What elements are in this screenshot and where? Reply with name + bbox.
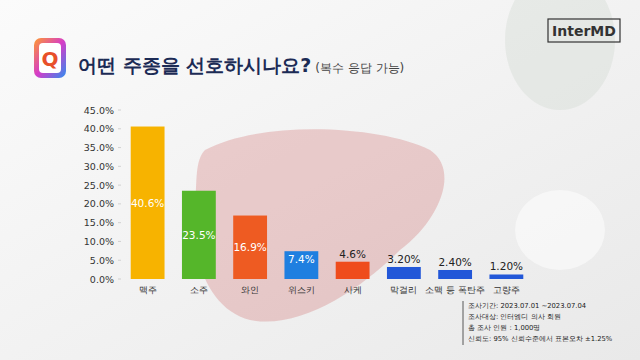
y-tick-label: 30.0%: [84, 161, 114, 172]
x-tick-label: 사케: [344, 285, 362, 295]
title: 어떤 주종을 선호하시나요?: [78, 54, 311, 76]
y-tick-label: 5.0%: [90, 255, 114, 266]
logo-frame: [548, 19, 620, 42]
y-tick: [118, 203, 121, 204]
labels: 40.6% 맥주 23.5% 소주 16.9% 와인 7.4% 위스키 4.6% 사케 3.20% 막…: [131, 197, 523, 295]
q-icon-label: Q: [41, 47, 58, 71]
title-line: 어떤 주종을 선호하시나요? (복수 응답 가능): [78, 54, 404, 76]
footer-note: 총 조사 인원 : 1,000명: [468, 324, 540, 332]
x-tick-label: 고량주: [493, 285, 520, 295]
data-label: 16.9%: [233, 241, 266, 253]
y-tick: [118, 222, 121, 223]
bar: [489, 274, 523, 279]
bar: [131, 127, 165, 279]
y-tick: [118, 260, 121, 261]
footer-note: 신뢰도: 95% 신뢰수준에서 표본오차 ±1.25%: [468, 335, 613, 343]
y-axis: 0.0% 5.0% 10.0% 15.0% 20.0% 25.0% 30.0% 35.0% 40…: [84, 105, 121, 285]
bars: [131, 127, 524, 279]
y-tick: [118, 147, 121, 148]
y-tick: [118, 128, 121, 129]
y-tick-label: 25.0%: [84, 180, 114, 191]
x-tick-label: 위스키: [288, 285, 315, 295]
q-icon: [34, 38, 66, 78]
chart: Q InterMD 어떤 주종을 선호하시나요? (복수 응답 가능) 0.0% 5.0%…: [0, 0, 640, 360]
data-label: 1.20%: [490, 260, 523, 272]
x-tick-label: 막걸리: [390, 285, 417, 295]
bottle-decoration: [505, 0, 615, 110]
x-tick-label: 와인: [241, 285, 259, 295]
y-tick-label: 10.0%: [84, 236, 114, 247]
x-tick-label: 소주: [190, 285, 208, 295]
y-tick: [118, 185, 121, 186]
y-tick-label: 45.0%: [84, 105, 114, 116]
y-tick-label: 15.0%: [84, 217, 114, 228]
data-label: 7.4%: [288, 253, 315, 265]
y-tick-label: 20.0%: [84, 198, 114, 209]
y-tick: [118, 279, 121, 280]
bar: [233, 216, 267, 279]
liver-decoration: [194, 129, 444, 321]
y-tick: [118, 241, 121, 242]
q-icon-inner: [39, 43, 61, 73]
subtitle: (복수 응답 가능): [315, 61, 404, 75]
y-tick-label: 0.0%: [90, 274, 114, 285]
y-tick-label: 35.0%: [84, 142, 114, 153]
x-tick-label: 소맥 등 폭탄주: [425, 285, 485, 295]
logo: InterMD: [552, 23, 616, 39]
footer-divider: [463, 301, 464, 345]
bar: [182, 191, 216, 279]
data-label: 4.6%: [339, 248, 366, 260]
data-label: 3.20%: [387, 253, 420, 265]
data-label: 40.6%: [131, 197, 164, 209]
glass-decoration: [515, 190, 605, 270]
bar: [438, 270, 472, 279]
y-tick: [118, 110, 121, 111]
y-tick: [118, 166, 121, 167]
y-tick-label: 40.0%: [84, 123, 114, 134]
x-tick-label: 맥주: [139, 285, 157, 295]
bar: [284, 251, 318, 279]
footer-note: 조사기간: 2023.07.01 ~2023.07.04: [468, 302, 586, 310]
data-label: 23.5%: [182, 229, 215, 241]
bar: [336, 262, 370, 279]
bar: [387, 267, 421, 279]
page: {"chart_data": { "type": "bar", "title":…: [0, 0, 640, 360]
data-label: 2.40%: [438, 256, 471, 268]
footer-note: 조사대상: 인터엠디 의사 회원: [468, 313, 561, 321]
